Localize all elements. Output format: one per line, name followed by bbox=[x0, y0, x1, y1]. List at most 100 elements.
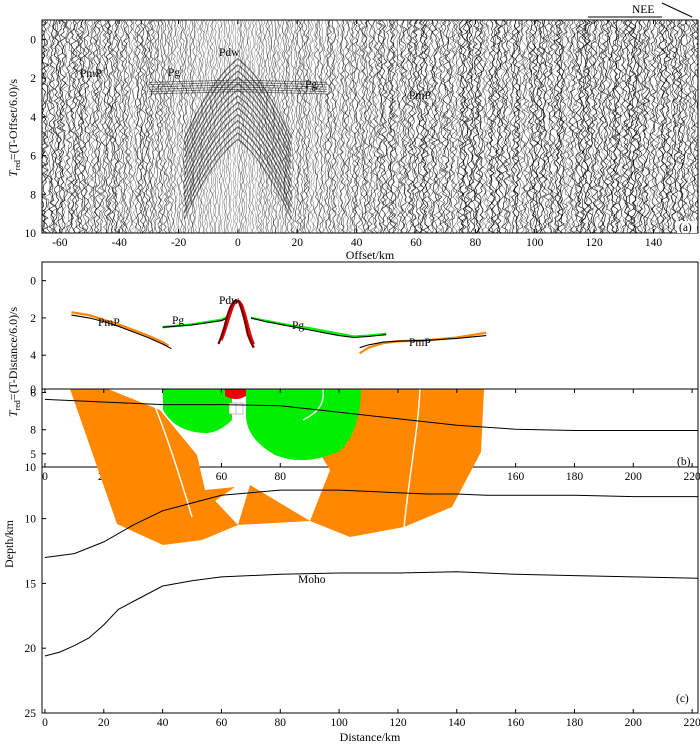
x-tick-label: 80 bbox=[470, 237, 482, 249]
seismic-trace bbox=[610, 20, 618, 233]
seismic-trace bbox=[420, 20, 428, 233]
seismic-trace bbox=[649, 20, 657, 233]
seismic-trace bbox=[333, 20, 339, 233]
seismic-trace bbox=[301, 20, 306, 233]
seismic-trace bbox=[428, 20, 436, 233]
x-tick-label: 160 bbox=[507, 717, 525, 729]
seismic-trace bbox=[312, 20, 317, 233]
seismic-trace bbox=[627, 20, 636, 233]
seismic-trace bbox=[68, 20, 75, 233]
seismic-trace bbox=[415, 20, 423, 233]
pg-band bbox=[148, 84, 328, 88]
seismic-trace bbox=[444, 20, 452, 233]
x-tick-label: 60 bbox=[216, 471, 228, 483]
seismic-trace bbox=[453, 20, 460, 233]
seismic-trace bbox=[372, 20, 379, 233]
pg-ray-fan-right bbox=[246, 389, 361, 461]
pg-band bbox=[148, 88, 327, 93]
seismic-trace bbox=[663, 20, 670, 233]
seismic-trace bbox=[114, 20, 121, 233]
curve-label-pmp-right: PmP bbox=[409, 337, 431, 349]
ray-gap-left bbox=[147, 389, 193, 518]
seismic-trace bbox=[413, 20, 421, 233]
ray-gap-right bbox=[403, 389, 421, 528]
seismic-trace bbox=[167, 20, 173, 233]
seismic-trace bbox=[446, 20, 454, 233]
seismic-trace bbox=[165, 20, 170, 233]
seismic-trace bbox=[507, 20, 515, 233]
x-tick-label: 140 bbox=[645, 237, 663, 249]
seismic-trace bbox=[490, 20, 498, 233]
seismic-trace bbox=[303, 20, 308, 233]
panel-b-ylabel-t: T bbox=[6, 409, 20, 417]
panel-b-ylabel-rest: =(T-Distance/6.0)/s bbox=[6, 307, 20, 401]
seismic-trace bbox=[43, 20, 51, 233]
y-tick-label: 20 bbox=[25, 643, 37, 655]
seismic-trace bbox=[636, 20, 644, 233]
panel-b-ylabel: Tred=(T-Distance/6.0)/s bbox=[6, 307, 22, 418]
travel-time-curve-pg-3 bbox=[162, 317, 228, 328]
seismic-trace bbox=[522, 20, 530, 233]
seismic-trace bbox=[621, 20, 629, 233]
layer-boundary-1 bbox=[44, 489, 698, 558]
seismic-trace bbox=[568, 20, 576, 233]
seismic-trace bbox=[368, 20, 375, 233]
seismic-trace bbox=[218, 20, 222, 233]
seismic-trace bbox=[335, 20, 341, 233]
phase-label-pg-left: Pg bbox=[168, 67, 180, 79]
seismic-trace bbox=[279, 20, 284, 233]
seismic-trace bbox=[592, 20, 600, 233]
seismic-trace bbox=[214, 20, 218, 233]
seismic-trace bbox=[527, 20, 535, 233]
y-tick-label: 0 bbox=[30, 384, 36, 396]
seismic-trace bbox=[116, 20, 123, 233]
seismic-trace bbox=[538, 20, 546, 233]
seismic-trace bbox=[394, 20, 401, 233]
seismic-trace bbox=[294, 20, 299, 233]
phase-label-pdw: Pdw bbox=[219, 47, 240, 59]
travel-time-curve-pmp-0 bbox=[71, 311, 170, 347]
seismic-trace bbox=[359, 20, 366, 233]
x-tick-label: 120 bbox=[585, 237, 603, 249]
y-tick-label: 4 bbox=[30, 350, 36, 362]
seismic-trace bbox=[411, 20, 419, 233]
seismic-trace bbox=[361, 20, 368, 233]
seismic-trace bbox=[355, 20, 361, 233]
seismic-trace bbox=[623, 20, 631, 233]
x-tick-label: -40 bbox=[112, 237, 128, 249]
x-tick-label: 120 bbox=[389, 717, 407, 729]
coherent-arrival bbox=[183, 95, 292, 176]
moho-boundary bbox=[44, 571, 698, 657]
seismic-trace bbox=[154, 20, 160, 233]
seismic-trace bbox=[577, 20, 585, 233]
seismic-trace bbox=[249, 20, 253, 233]
seismic-trace bbox=[176, 20, 181, 233]
y-tick-label: 10 bbox=[25, 228, 37, 240]
panel-c-frame bbox=[41, 388, 699, 714]
y-tick-label: 2 bbox=[30, 73, 36, 85]
x-tick-label: 180 bbox=[566, 471, 584, 483]
seismic-trace bbox=[54, 20, 62, 233]
seismic-trace bbox=[138, 20, 145, 233]
coherent-arrival bbox=[183, 138, 292, 219]
seismic-trace bbox=[684, 20, 692, 233]
panel-b-curves bbox=[71, 299, 487, 355]
seismic-trace bbox=[580, 20, 587, 233]
seismic-trace bbox=[161, 20, 166, 233]
phase-label-pg-right: Pg bbox=[305, 79, 317, 91]
seismic-trace bbox=[50, 20, 58, 233]
seismic-trace bbox=[647, 20, 655, 233]
curve-label-pg-right: Pg bbox=[292, 320, 304, 332]
seismic-trace bbox=[599, 20, 607, 233]
seismic-trace bbox=[483, 20, 491, 233]
seismic-trace bbox=[589, 20, 596, 233]
seismic-trace bbox=[573, 20, 581, 233]
coherent-arrival bbox=[183, 113, 292, 195]
panel-a-axes: -60 -40 -20 0 20 40 60 80 100 120 140 0 2 4 6 8 10 bbox=[25, 20, 663, 249]
seismic-trace bbox=[417, 20, 425, 233]
seismic-trace bbox=[118, 20, 125, 233]
seismic-trace bbox=[255, 20, 259, 233]
seismic-trace bbox=[109, 20, 116, 233]
panel-a: -60 -40 -20 0 20 40 60 80 100 120 140 0 2 4 6 8 10 PmP P… bbox=[6, 2, 699, 262]
